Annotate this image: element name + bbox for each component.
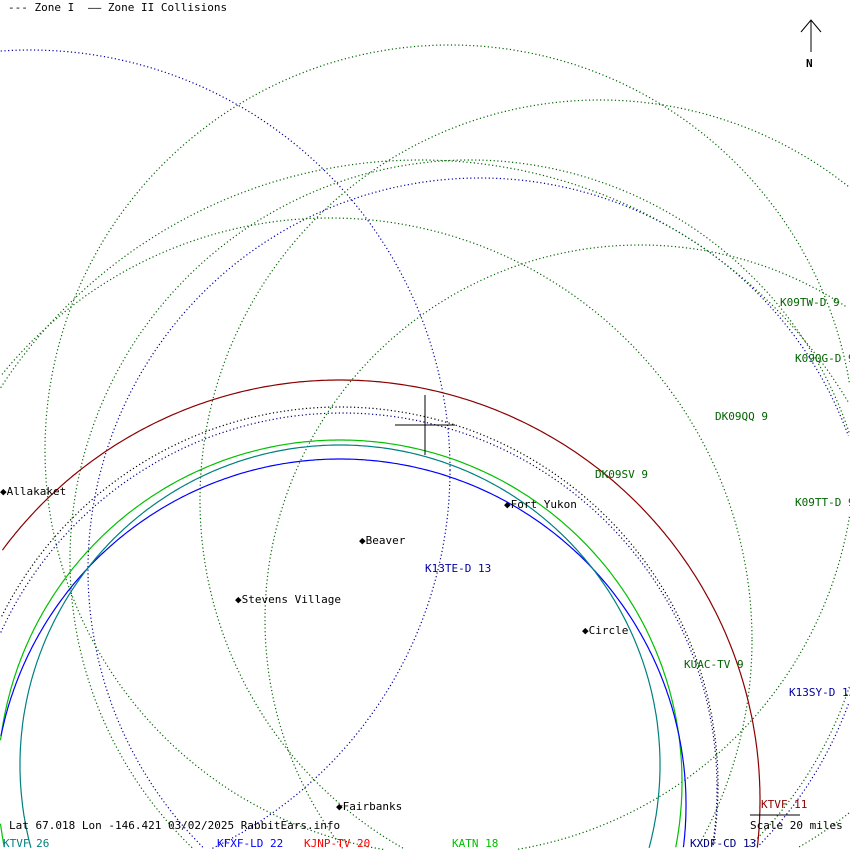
place-fairbanks: ◆Fairbanks <box>336 800 402 813</box>
station-label: KFXF-LD 22 <box>217 837 283 850</box>
station-label: K09TT-D 9 <box>795 496 850 509</box>
station-label: KTVF 26 <box>3 837 49 850</box>
station-label: DK09QQ 9 <box>715 410 768 423</box>
coverage-circle-green-3 <box>69 159 850 849</box>
legend-zone1: --- Zone I <box>8 1 74 14</box>
coverage-circle-green-4 <box>1 217 753 849</box>
place-fort-yukon: ◆Fort Yukon <box>504 498 577 511</box>
station-label: K09TW-D 9 <box>780 296 840 309</box>
collision-circle-ktvf11 <box>1 379 761 848</box>
legend-zone2: —— Zone II Collisions <box>88 1 227 14</box>
coverage-circle-green-6 <box>0 159 850 403</box>
coordinates-readout: Lat 67.018 Lon -146.421 03/02/2025 Rabbi… <box>9 819 340 832</box>
station-label: KXDF-CD 13 <box>690 837 756 850</box>
coverage-circle-k13te <box>0 49 451 850</box>
station-label: K09QG-D 9 <box>795 352 850 365</box>
station-label: K13TE-D 13 <box>425 562 491 575</box>
place-stevens-village: ◆Stevens Village <box>235 593 341 606</box>
station-label: KTVF 11 <box>761 798 807 811</box>
north-arrow-icon <box>800 19 822 52</box>
station-label: KATN 18 <box>452 837 498 850</box>
place-circle: ◆Circle <box>582 624 628 637</box>
station-label: K13SY-D 13 <box>789 686 850 699</box>
scale-label: Scale 20 miles <box>750 819 843 832</box>
coverage-circle-green-5 <box>264 244 848 849</box>
station-label: KUAC-TV 9 <box>684 658 744 671</box>
station-label: DK09SV 9 <box>595 468 648 481</box>
coverage-circle-k13sy <box>87 177 849 848</box>
north-label: N <box>806 57 813 70</box>
collision-circle-kjnp <box>0 439 683 848</box>
coverage-arcs <box>0 44 850 850</box>
coverage-circle-green-1 <box>44 44 850 850</box>
coverage-circle-navy <box>0 412 718 847</box>
coverage-circle-green-2 <box>199 99 850 849</box>
center-crosshair-icon <box>395 395 455 455</box>
collision-circle-ktvf26 <box>19 444 661 848</box>
place-allakaket: ◆Allakaket <box>0 485 66 498</box>
place-beaver: ◆Beaver <box>359 534 406 547</box>
collision-circle-kfxf <box>0 458 687 848</box>
station-label: KJNP-TV 20 <box>304 837 370 850</box>
